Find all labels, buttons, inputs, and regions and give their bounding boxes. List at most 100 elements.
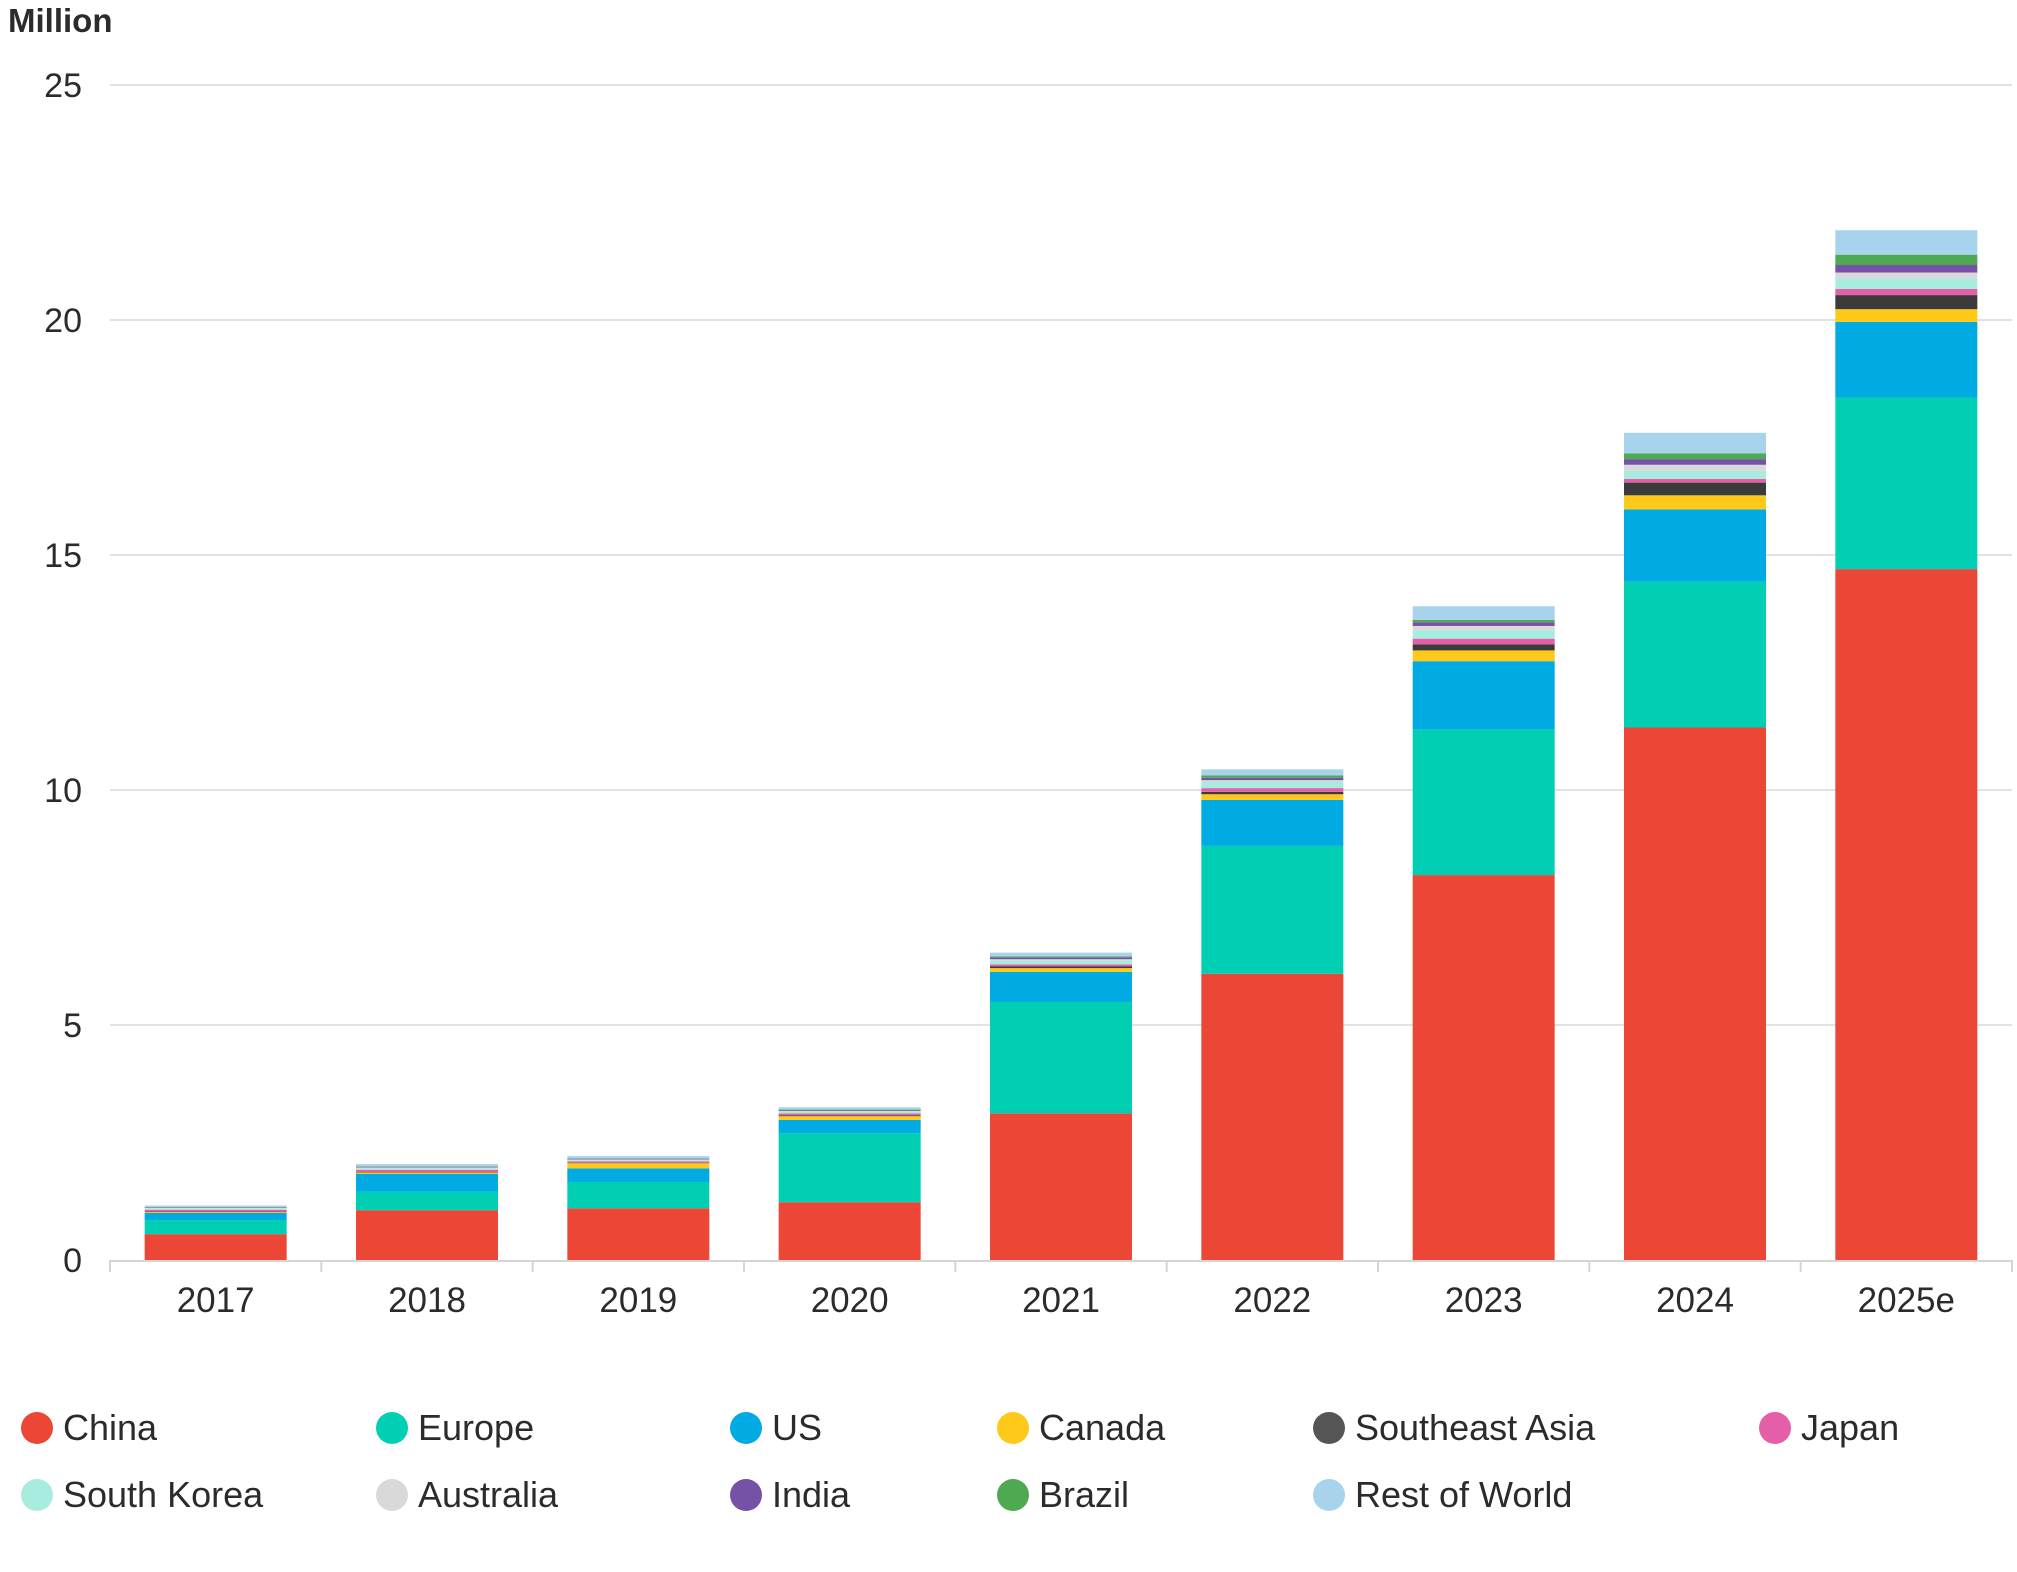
legend-label: Brazil bbox=[1039, 1474, 1130, 1515]
bar-segment-southeast-asia bbox=[1412, 644, 1555, 651]
bar-segment-europe bbox=[990, 1001, 1132, 1114]
bar-segment-australia bbox=[567, 1159, 710, 1161]
bar-segment-australia bbox=[1624, 464, 1766, 471]
bar-segment-us bbox=[1624, 509, 1766, 582]
bar-segment-europe bbox=[778, 1133, 921, 1203]
legend-swatch-icon bbox=[730, 1412, 762, 1444]
legend-item: South Korea bbox=[21, 1474, 263, 1516]
legend-item: Europe bbox=[376, 1407, 534, 1449]
bar-segment-south-korea bbox=[1412, 630, 1555, 639]
legend-item: Brazil bbox=[997, 1474, 1129, 1516]
bar-segment-japan bbox=[1201, 788, 1344, 792]
x-tick-label: 2017 bbox=[177, 1281, 255, 1320]
legend-swatch-icon bbox=[376, 1479, 408, 1511]
legend-item: Canada bbox=[997, 1407, 1165, 1449]
legend-item: India bbox=[730, 1474, 850, 1516]
bar-segment-rest-of-world bbox=[356, 1164, 498, 1167]
bar-segment-us bbox=[778, 1119, 921, 1134]
legend: China Europe US Canada Southeast Asia Japan So… bbox=[0, 1400, 2017, 1540]
bar-segment-japan bbox=[990, 964, 1132, 967]
bar-segment-canada bbox=[1835, 309, 1978, 322]
bar-segment-europe bbox=[567, 1181, 710, 1209]
bar-segment-brazil bbox=[1201, 775, 1344, 778]
x-tick-label: 2024 bbox=[1656, 1281, 1734, 1320]
bar-segment-us bbox=[1412, 661, 1555, 730]
legend-item: US bbox=[730, 1407, 822, 1449]
bar-segment-south-korea bbox=[567, 1160, 710, 1162]
bar-segment-japan bbox=[1835, 288, 1978, 296]
legend-label: Japan bbox=[1801, 1407, 1900, 1448]
bar-segment-china bbox=[1201, 973, 1344, 1260]
y-tick-label: 20 bbox=[44, 302, 82, 340]
bar-segment-india bbox=[1412, 622, 1555, 626]
bar-segment-southeast-asia bbox=[778, 1115, 921, 1117]
bar-segment-australia bbox=[1835, 272, 1978, 279]
bar-segment-rest-of-world bbox=[1412, 606, 1555, 620]
x-tick-label: 2018 bbox=[388, 1281, 466, 1320]
bar-segment-us bbox=[990, 971, 1132, 1002]
legend-swatch-icon bbox=[1313, 1412, 1345, 1444]
bar-segment-south-korea bbox=[1624, 470, 1766, 479]
legend-label: US bbox=[772, 1407, 823, 1448]
bar-segment-south-korea bbox=[144, 1208, 287, 1210]
bar-segment-europe bbox=[356, 1191, 498, 1211]
bar-segment-rest-of-world bbox=[1624, 432, 1766, 454]
bar-segment-china bbox=[1624, 727, 1766, 1260]
y-tick-label: 10 bbox=[44, 772, 82, 810]
bar-segment-china bbox=[567, 1208, 710, 1260]
bar-segment-rest-of-world bbox=[1201, 769, 1344, 776]
legend-swatch-icon bbox=[1759, 1412, 1791, 1444]
x-tick-label: 2022 bbox=[1233, 1281, 1311, 1320]
bar-segment-europe bbox=[1835, 397, 1978, 570]
bar-segment-canada bbox=[1624, 495, 1766, 510]
bar-segment-us bbox=[567, 1168, 710, 1182]
legend-swatch-icon bbox=[21, 1479, 53, 1511]
legend-swatch-icon bbox=[997, 1412, 1029, 1444]
bar-segment-us bbox=[356, 1173, 498, 1192]
bar-segment-rest-of-world bbox=[778, 1107, 921, 1110]
y-tick-label: 0 bbox=[63, 1242, 82, 1280]
bar-segment-canada bbox=[567, 1163, 710, 1169]
bar-segment-australia bbox=[778, 1111, 921, 1112]
y-axis-unit-label: Million bbox=[8, 2, 113, 39]
legend-swatch-icon bbox=[21, 1412, 53, 1444]
bar-segment-japan bbox=[144, 1209, 287, 1212]
bar-segment-china bbox=[356, 1210, 498, 1260]
y-tick-label: 15 bbox=[44, 537, 82, 575]
bar-segment-us bbox=[1201, 799, 1344, 846]
x-tick-label: 2021 bbox=[1022, 1281, 1100, 1320]
bar-segment-australia bbox=[144, 1207, 287, 1209]
bar-segment-india bbox=[1835, 265, 1978, 273]
bar-segment-brazil bbox=[1412, 619, 1555, 623]
bar-segment-south-korea bbox=[778, 1111, 921, 1114]
bar-segment-china bbox=[1412, 875, 1555, 1260]
legend-item: Australia bbox=[376, 1474, 558, 1516]
legend-label: Canada bbox=[1039, 1407, 1166, 1448]
legend-label: Europe bbox=[418, 1407, 535, 1448]
bar-segment-china bbox=[990, 1113, 1132, 1260]
bar-segment-india bbox=[1201, 777, 1344, 781]
bar-segment-brazil bbox=[778, 1109, 921, 1111]
x-tick-label: 2025e bbox=[1858, 1281, 1955, 1320]
bar-segment-south-korea bbox=[1835, 278, 1978, 289]
bar-segment-canada bbox=[778, 1116, 921, 1120]
bar-segment-europe bbox=[144, 1220, 287, 1235]
bar-segment-australia bbox=[1201, 780, 1344, 782]
legend-label: China bbox=[63, 1407, 158, 1448]
bar-segment-south-korea bbox=[1201, 781, 1344, 789]
legend-item: Japan bbox=[1759, 1407, 1899, 1449]
legend-label: India bbox=[772, 1474, 851, 1515]
bar-segment-rest-of-world bbox=[144, 1205, 287, 1207]
bar-segment-rest-of-world bbox=[990, 952, 1132, 957]
bar-segment-china bbox=[1835, 569, 1978, 1260]
bar-segment-australia bbox=[1412, 625, 1555, 631]
bar-segment-southeast-asia bbox=[1624, 482, 1766, 496]
bar-segment-japan bbox=[1412, 638, 1555, 645]
bar-segment-canada bbox=[356, 1172, 498, 1174]
bar-segment-japan bbox=[567, 1161, 710, 1163]
bar-segment-southeast-asia bbox=[1835, 295, 1978, 310]
bar-segment-brazil bbox=[1835, 254, 1978, 266]
x-tick-label: 2019 bbox=[599, 1281, 677, 1320]
bar-segment-brazil bbox=[1624, 453, 1766, 460]
legend-swatch-icon bbox=[376, 1412, 408, 1444]
